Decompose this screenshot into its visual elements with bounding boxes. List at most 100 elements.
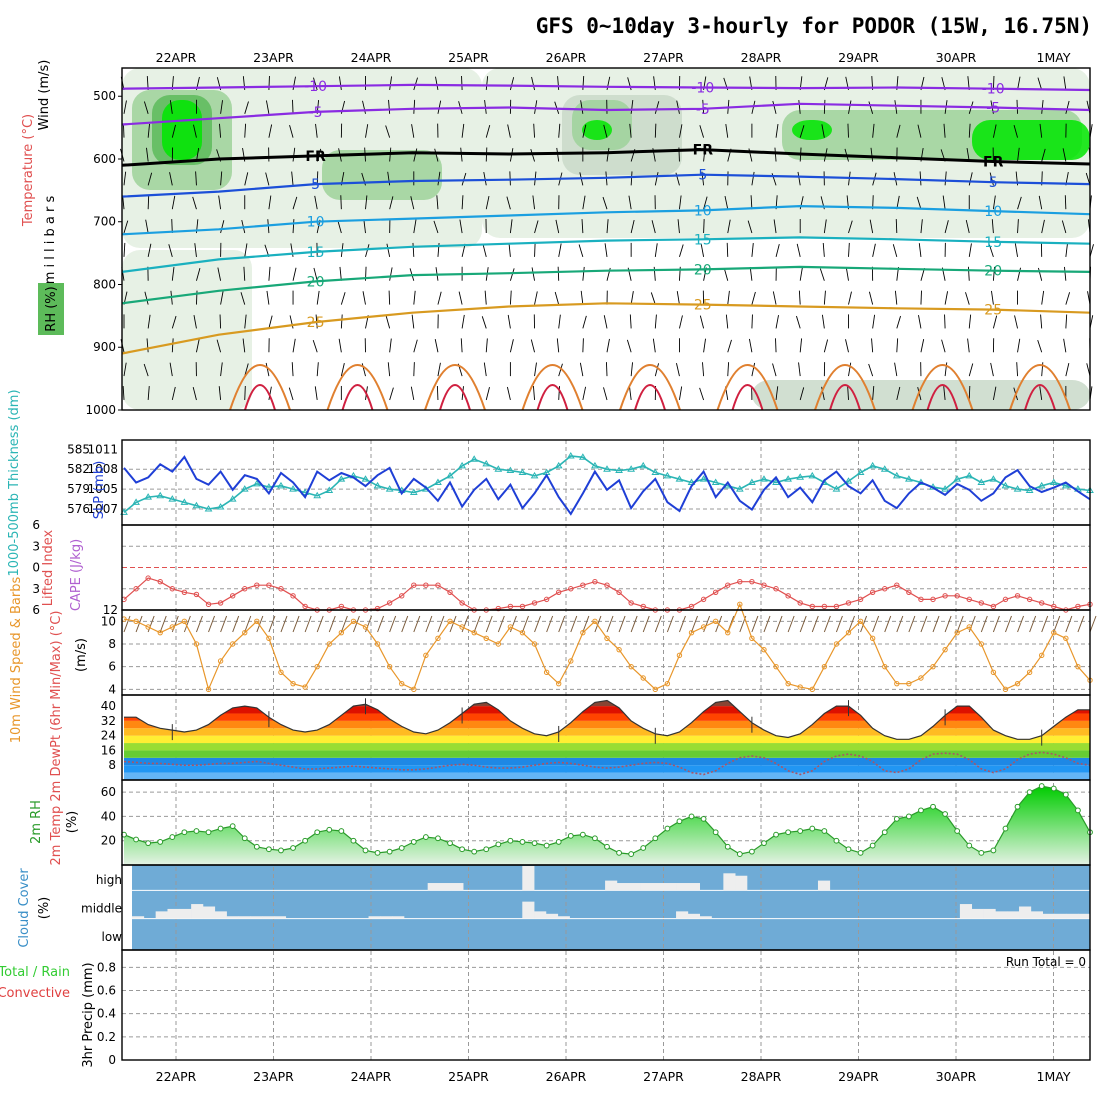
rh-point (701, 816, 706, 821)
rh-point (774, 832, 779, 837)
wind-barb (1054, 616, 1060, 632)
temperature-band (122, 773, 1090, 780)
temperature-contour-label: 5 (989, 175, 998, 191)
rh-point (762, 841, 767, 846)
wind-barb (957, 616, 963, 632)
rh-point (568, 833, 573, 838)
wind-tick-label: 6 (108, 660, 116, 674)
wind-barb (522, 616, 528, 632)
wind-barb (824, 100, 825, 114)
thickness-axis-label: 1000-500mb Thickness (dm) (7, 389, 22, 576)
date-label-bottom: 25APR (448, 1069, 489, 1084)
rh-point (291, 846, 296, 851)
wind-tick-label: 4 (108, 682, 116, 696)
wind-barb (317, 616, 323, 632)
wind-panel-frame (122, 610, 1090, 695)
wind-barb (305, 616, 311, 632)
cloud-bar (972, 909, 984, 919)
date-label-top: 24APR (351, 50, 392, 65)
cloud-bar (558, 916, 570, 918)
precip-tick-label: 0.4 (97, 1007, 116, 1021)
rh-point (641, 846, 646, 851)
wind-barb (631, 616, 637, 632)
pressure-tick-label: 500 (93, 89, 116, 103)
cloud-bar (664, 883, 676, 890)
temperature-contour-label: 25 (694, 298, 712, 314)
wind-barb (281, 616, 287, 632)
wind-barb (498, 616, 504, 632)
wind-barb (764, 616, 770, 632)
temperature-contour-label: -5 (696, 102, 710, 118)
wind-barb (160, 616, 166, 632)
temperature-contour-label: 10 (307, 215, 325, 231)
rh-point (943, 812, 948, 817)
cloud-bar (605, 881, 617, 891)
temperature-contour-label: 15 (307, 245, 325, 261)
wind-barb (1018, 616, 1024, 632)
wind-barb (1005, 616, 1011, 632)
rh-point (315, 830, 320, 835)
precip-tick-label: 0.8 (97, 960, 116, 974)
wind-barb (945, 314, 946, 328)
rh-point (1027, 790, 1032, 795)
rh-point (423, 835, 428, 840)
pressure-tick-label: 700 (93, 215, 116, 229)
lifted-index-tick-label: 6 (32, 603, 40, 617)
rh-point (580, 832, 585, 837)
wind-barb (704, 219, 705, 233)
rh-point (991, 848, 996, 853)
date-label-top: 22APR (156, 50, 197, 65)
date-label-top: 29APR (838, 50, 879, 65)
temperature-contour-label: 15 (984, 235, 1002, 251)
wind-barb (329, 616, 335, 632)
rh-point (1063, 792, 1068, 797)
wind-barb (1066, 616, 1072, 632)
wind-barb (655, 124, 656, 138)
precip-total-legend: Total / Rain (0, 965, 70, 980)
temperature-contour-label: -5 (309, 105, 323, 121)
wind-barb (861, 616, 867, 632)
date-label-top: 28APR (741, 50, 782, 65)
wind-barb (292, 100, 293, 114)
wind-barb (812, 616, 818, 632)
rh-point (750, 849, 755, 854)
wind-barb (897, 616, 903, 632)
wind-barb (474, 616, 480, 632)
wind-barb (583, 338, 584, 352)
wind-barb (1042, 616, 1048, 632)
rh-shading (582, 120, 612, 140)
rh-point (593, 836, 598, 841)
rh-point (870, 843, 875, 848)
wind-barb (824, 616, 830, 632)
lifted-index-tick-label: 3 (32, 539, 40, 553)
rh-point (375, 850, 380, 855)
wind-barb (606, 362, 607, 376)
temperature-band (122, 750, 1090, 757)
rh-point (798, 829, 803, 834)
rh-point (230, 824, 235, 829)
wind-barb (547, 616, 553, 632)
cloud-bar (179, 909, 191, 919)
wind-barb (921, 291, 922, 305)
cloud-bar (451, 883, 463, 890)
rh-point (436, 836, 441, 841)
lifted-index-tick-label: 6 (32, 518, 40, 532)
cloud-bar (380, 916, 392, 918)
precip-tick-label: 0 (108, 1053, 116, 1067)
temperature-contour-label: 20 (984, 264, 1002, 280)
rh-point (931, 804, 936, 809)
cloud-bar (1007, 911, 1019, 918)
date-label-bottom: 24APR (351, 1069, 392, 1084)
rh-point (170, 835, 175, 840)
cloud-bar (156, 911, 168, 918)
cloud-bar (652, 883, 664, 890)
cloud-bar (1043, 914, 1055, 919)
temp-tick-label: 16 (101, 743, 116, 757)
wind-barb (196, 616, 202, 632)
temperature-band (122, 736, 1090, 743)
rh-point (737, 852, 742, 857)
wind-barb (896, 219, 897, 233)
rh-point (327, 827, 332, 832)
wind-barb (727, 243, 728, 257)
